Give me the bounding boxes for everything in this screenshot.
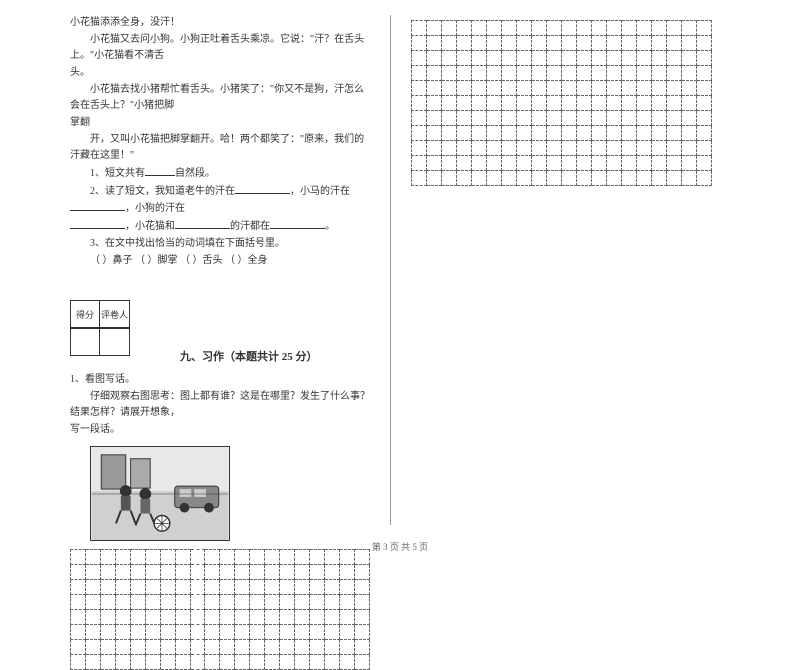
q2-l2b: 的汗都在	[230, 221, 270, 232]
blank-field[interactable]	[70, 218, 125, 229]
question-1: 1、短文共有 自然段。	[70, 165, 370, 182]
q1-suffix: 自然段。	[175, 168, 215, 179]
score-cell-empty[interactable]	[70, 328, 100, 356]
passage-line: 小花猫又去问小狗。小狗正吐着舌头乘凉。它说："汗？在舌头上。"小花猫看不清舌	[70, 32, 370, 64]
blank-field[interactable]	[145, 165, 175, 176]
passage-line: 小花猫去找小猪帮忙看舌头。小猪笑了："你又不是狗，汗怎么会在舌头上？"小猪把脚	[70, 82, 370, 114]
question-3-items: （ ）鼻子 （ ）脚掌 （ ）舌头 （ ）全身	[70, 253, 370, 269]
score-box: 得分 评卷人	[70, 300, 130, 328]
right-column	[391, 0, 781, 530]
score-cell-label: 得分	[70, 300, 100, 328]
grid-table-right	[411, 20, 712, 186]
blank-field[interactable]	[235, 183, 290, 194]
score-cell-label: 评卷人	[100, 300, 130, 328]
section-title: 九、习作（本题共计 25 分）	[180, 348, 318, 364]
q1-text: 1、短文共有	[90, 168, 145, 179]
score-cell-empty[interactable]	[100, 328, 130, 356]
blank-field[interactable]	[70, 200, 125, 211]
passage-line: 小花猫添添全身，没汗！	[70, 15, 370, 31]
writing-illustration	[90, 446, 230, 541]
page-container: 小花猫添添全身，没汗！ 小花猫又去问小狗。小狗正吐着舌头乘凉。它说："汗？在舌头…	[0, 0, 800, 530]
illustration-svg	[91, 447, 229, 540]
q2-mid: ，小马的汗在	[290, 186, 350, 197]
blank-field[interactable]	[175, 218, 230, 229]
q2-l2c: 。	[325, 221, 335, 232]
q2-l2a: ，小花猫和	[125, 221, 175, 232]
score-section-row: 得分 评卷人	[70, 270, 370, 336]
passage-line: 掌翻	[70, 115, 370, 131]
writing-prompt: 仔细观察右图思考：图上都有谁？这是在哪里？发生了什么事？结果怎样？请展开想象，	[70, 389, 370, 421]
question-2: 2、读了短文，我知道老牛的汗在 ，小马的汗在 ，小狗的汗在	[70, 183, 370, 217]
writing-grid-right[interactable]	[411, 20, 731, 186]
question-3: 3、在文中找出恰当的动词填在下面括号里。	[70, 236, 370, 252]
writing-prompt-2: 写一段话。	[70, 422, 370, 438]
grid-table-left	[70, 549, 370, 670]
blank-field[interactable]	[270, 218, 325, 229]
q2-end: ，小狗的汗在	[125, 203, 185, 214]
writing-grid-left[interactable]	[70, 549, 370, 670]
left-column: 小花猫添添全身，没汗！ 小花猫又去问小狗。小狗正吐着舌头乘凉。它说："汗？在舌头…	[0, 0, 390, 530]
writing-title: 1、看图写话。	[70, 372, 370, 388]
question-2-line2: ，小花猫和 的汗都在 。	[70, 218, 370, 235]
page-footer: 第 3 页 共 5 页	[0, 540, 800, 553]
q2-text: 2、读了短文，我知道老牛的汗在	[90, 186, 235, 197]
score-empty-row: 九、习作（本题共计 25 分）	[70, 328, 370, 364]
passage-line: 开，又叫小花猫把脚掌翻开。哈！两个都笑了："原来，我们的汗藏在这里！"	[70, 132, 370, 164]
passage-line: 头。	[70, 65, 370, 81]
